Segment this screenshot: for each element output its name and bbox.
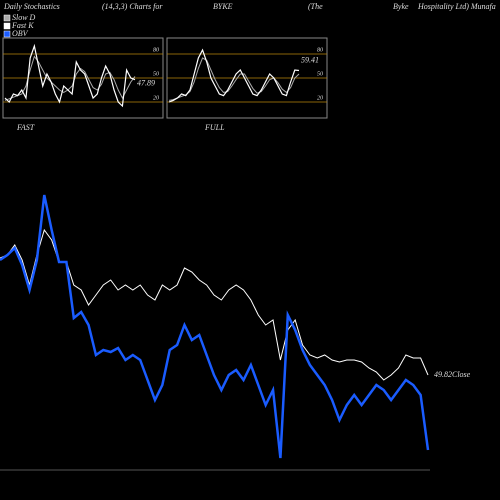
y-tick-label: 80 <box>153 47 159 53</box>
x-axis-label: FULL <box>204 123 225 132</box>
title-part: BYKE <box>213 2 233 11</box>
title-part: Hospitality Ltd) Munafa <box>417 2 496 11</box>
legend-swatch <box>3 14 11 22</box>
line-series <box>0 194 430 459</box>
legend-label: OBV <box>12 29 29 38</box>
title-part: Daily Stochastics <box>3 2 60 11</box>
line-series <box>0 228 429 381</box>
close-annotation: 49.82Close <box>434 370 471 379</box>
line-series <box>4 43 136 108</box>
legend-swatch <box>3 30 11 38</box>
value-label: 47.89 <box>137 79 155 88</box>
x-axis-label: FAST <box>16 123 35 132</box>
title-part: (The <box>308 2 323 11</box>
title-part: (14,3,3) Charts for <box>102 2 163 11</box>
y-tick-label: 20 <box>153 95 159 101</box>
legend-swatch <box>3 22 11 30</box>
line-series <box>168 48 300 103</box>
value-label: 59.41 <box>301 55 319 64</box>
y-tick-label: 80 <box>317 47 323 53</box>
y-tick-label: 50 <box>317 71 323 77</box>
line-series <box>4 55 136 101</box>
y-tick-label: 20 <box>317 95 323 101</box>
line-series <box>168 57 300 101</box>
y-tick-label: 50 <box>153 71 159 77</box>
legend-label: Slow D <box>12 13 36 22</box>
legend-label: Fast K <box>11 21 34 30</box>
title-part: Byke <box>393 2 409 11</box>
